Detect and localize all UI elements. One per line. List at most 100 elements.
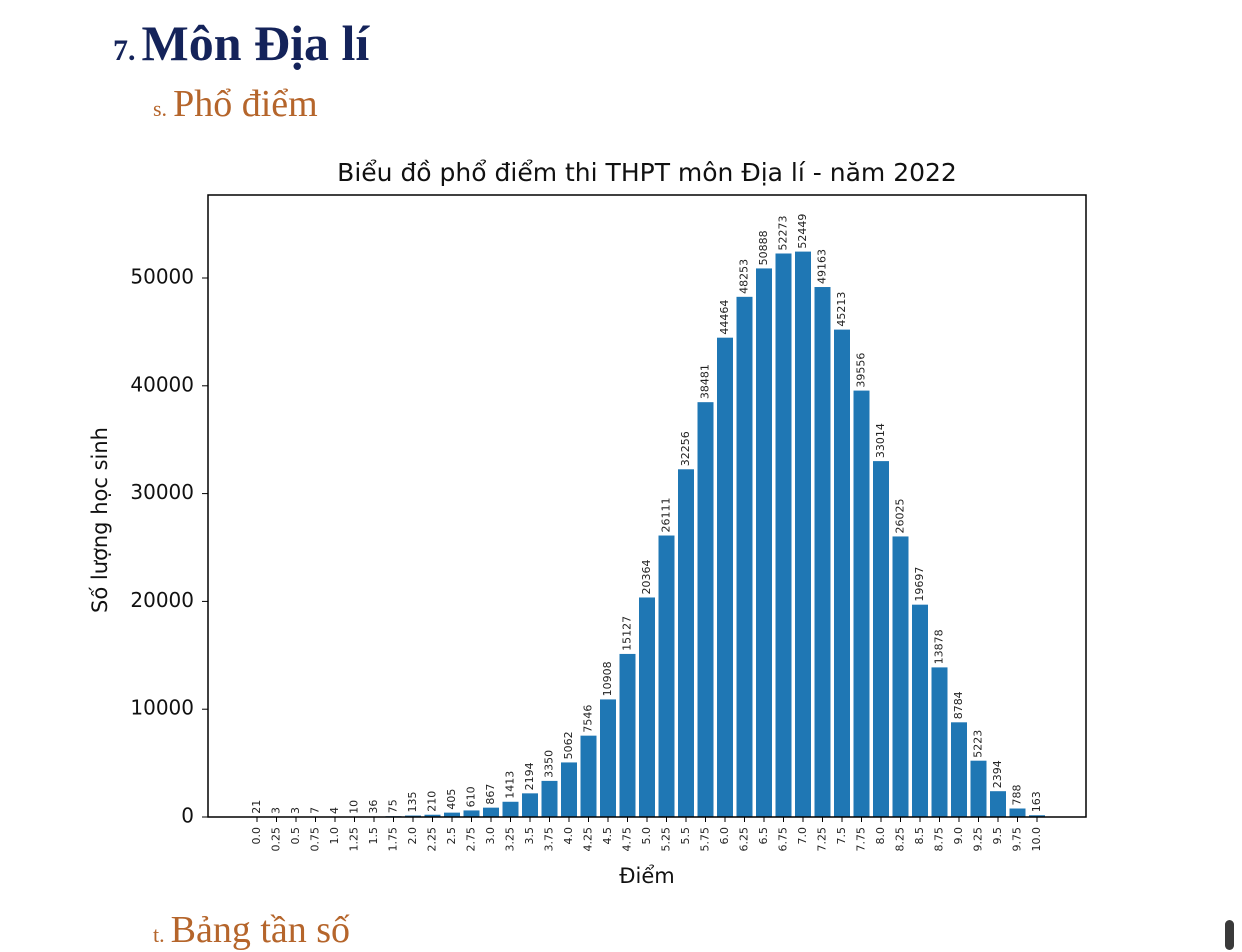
bar-value-label: 20364 (640, 559, 653, 594)
bar-value-label: 48253 (738, 259, 751, 294)
bar-value-label: 135 (406, 792, 419, 813)
bar-value-label: 210 (426, 791, 439, 812)
x-tick-label: 4.75 (621, 827, 634, 852)
bar-7.75 (854, 391, 870, 817)
x-tick-label: 0.75 (309, 827, 322, 852)
bar-6.0 (717, 338, 733, 817)
x-tick-label: 3.75 (543, 827, 556, 852)
bar-3.75 (542, 781, 558, 817)
x-tick-label: 7.5 (835, 827, 848, 845)
bar-9.75 (1010, 809, 1026, 817)
x-tick-label: 3.0 (484, 827, 497, 845)
x-tick-label: 1.0 (328, 827, 341, 845)
next-subsection-heading: t.Bảng tần số (153, 908, 350, 952)
x-tick-label: 4.0 (562, 827, 575, 845)
x-tick-label: 9.0 (952, 827, 965, 845)
bar-value-label: 32256 (679, 431, 692, 466)
bar-9.5 (990, 791, 1006, 817)
x-tick-label: 5.5 (679, 827, 692, 845)
bar-8.75 (932, 667, 948, 817)
x-tick-label: 7.0 (796, 827, 809, 845)
x-tick-label: 7.25 (816, 827, 829, 852)
y-tick-label: 50000 (130, 265, 194, 289)
bar-7.25 (815, 287, 831, 817)
bar-4.5 (600, 699, 616, 817)
x-tick-label: 8.5 (913, 827, 926, 845)
bar-4.25 (581, 736, 597, 817)
y-tick-label: 20000 (130, 588, 194, 612)
bar-value-label: 19697 (913, 567, 926, 602)
bar-8.0 (873, 461, 889, 817)
y-axis-label: Số lượng học sinh (88, 427, 112, 613)
bar-6.25 (737, 297, 753, 817)
bar-6.5 (756, 268, 772, 817)
bar-value-label: 75 (387, 799, 400, 813)
bar-3.0 (483, 808, 499, 817)
bar-2.75 (464, 810, 480, 817)
bar-value-label: 10908 (601, 661, 614, 696)
y-tick-label: 10000 (130, 696, 194, 720)
bar-value-label: 45213 (835, 292, 848, 327)
bar-value-label: 3 (270, 807, 283, 814)
bar-value-label: 52449 (796, 214, 809, 249)
x-tick-label: 2.0 (406, 827, 419, 845)
x-tick-label: 10.0 (1030, 827, 1043, 852)
x-tick-label: 3.25 (504, 827, 517, 852)
bar-value-label: 10 (348, 800, 361, 814)
x-tick-label: 6.25 (738, 827, 751, 852)
bar-value-label: 13878 (933, 629, 946, 664)
bar-value-label: 8784 (952, 691, 965, 719)
bar-value-label: 788 (1011, 785, 1024, 806)
x-tick-label: 7.75 (855, 827, 868, 852)
bar-value-label: 1413 (504, 771, 517, 799)
bar-8.25 (893, 536, 909, 817)
bar-5.75 (698, 402, 714, 817)
bar-value-label: 36 (367, 800, 380, 814)
x-tick-label: 4.5 (601, 827, 614, 845)
x-tick-label: 5.75 (699, 827, 712, 852)
chart-title: Biểu đồ phổ điểm thi THPT môn Địa lí - n… (337, 158, 957, 187)
bar-value-label: 21 (250, 800, 263, 814)
x-tick-label: 2.75 (465, 827, 478, 852)
bar-value-label: 5062 (562, 731, 575, 759)
x-tick-label: 8.0 (874, 827, 887, 845)
scrollbar-handle[interactable] (1225, 920, 1234, 950)
x-tick-label: 1.75 (387, 827, 400, 852)
bar-5.0 (639, 597, 655, 817)
x-tick-label: 1.25 (348, 827, 361, 852)
bar-8.5 (912, 605, 928, 817)
bar-value-label: 15127 (621, 616, 634, 651)
bar-4.0 (561, 762, 577, 817)
bars-group (249, 252, 1045, 817)
bar-value-label: 163 (1030, 791, 1043, 812)
x-tick-label: 6.0 (718, 827, 731, 845)
x-tick-label: 2.25 (426, 827, 439, 852)
bar-7.5 (834, 330, 850, 817)
bar-value-label: 26111 (660, 498, 673, 533)
x-tick-label: 1.5 (367, 827, 380, 845)
bar-value-label: 52273 (777, 215, 790, 250)
bar-value-label: 5223 (972, 730, 985, 758)
bar-value-label: 2394 (991, 760, 1004, 788)
bar-5.25 (659, 536, 675, 817)
bar-value-label: 7546 (582, 705, 595, 733)
x-tick-label: 5.25 (660, 827, 673, 852)
x-tick-label: 6.75 (777, 827, 790, 852)
x-tick-label: 9.25 (972, 827, 985, 852)
bar-value-label: 610 (465, 786, 478, 807)
bar-value-label: 44464 (718, 300, 731, 335)
x-tick-label: 8.25 (894, 827, 907, 852)
x-tick-label: 2.5 (445, 827, 458, 845)
bar-7.0 (795, 252, 811, 817)
x-tick-label: 5.0 (640, 827, 653, 845)
bar-value-label: 38481 (699, 364, 712, 399)
x-tick-label: 4.25 (582, 827, 595, 852)
bar-3.25 (503, 802, 519, 817)
y-tick-label: 40000 (130, 372, 194, 396)
bar-value-label: 7 (309, 807, 322, 814)
bar-value-label: 867 (484, 784, 497, 805)
bar-value-label: 49163 (816, 249, 829, 284)
x-tick-label: 0.25 (270, 827, 283, 852)
x-tick-label: 3.5 (523, 827, 536, 845)
